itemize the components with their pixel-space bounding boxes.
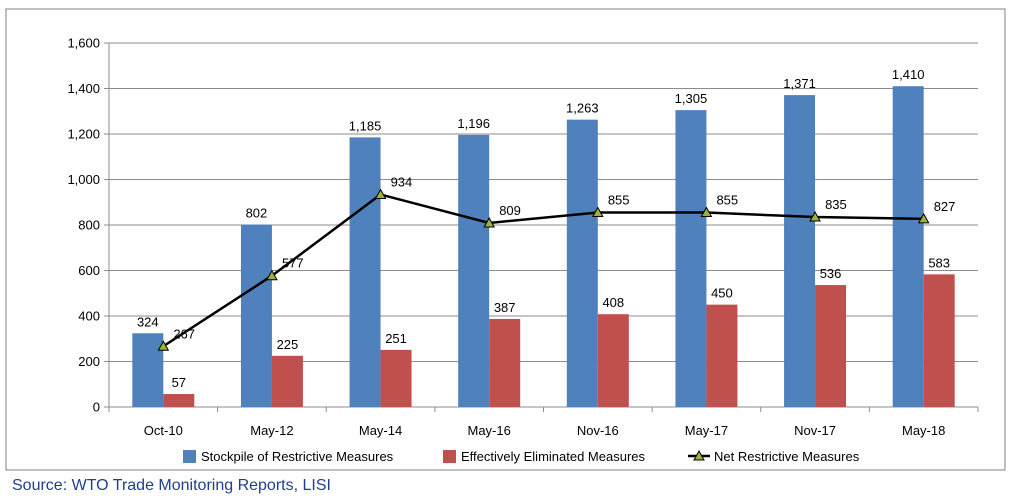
bar-eliminated xyxy=(923,274,955,407)
net-marker xyxy=(700,206,713,217)
x-tick-label: Nov-17 xyxy=(794,423,836,438)
y-tick-label: 0 xyxy=(93,400,100,415)
bar-stockpile xyxy=(566,119,598,407)
x-tick-label: Oct-10 xyxy=(144,423,183,438)
source-note: Source: WTO Trade Monitoring Reports, LI… xyxy=(12,477,331,494)
data-label-stockpile: 1,185 xyxy=(349,118,382,133)
net-marker xyxy=(374,188,387,200)
net-line-series xyxy=(157,188,930,351)
legend-stockpile-label: Stockpile of Restrictive Measures xyxy=(201,449,394,464)
legend: Stockpile of Restrictive Measures Effecti… xyxy=(183,449,860,464)
bar-eliminated xyxy=(597,314,629,407)
data-label-net: 827 xyxy=(934,199,956,214)
data-label-stockpile: 1,410 xyxy=(892,67,925,82)
data-label-net: 577 xyxy=(282,256,304,271)
data-label-stockpile: 324 xyxy=(137,314,159,329)
net-marker xyxy=(917,212,930,224)
data-label-net: 267 xyxy=(173,326,195,341)
x-tick-label: May-12 xyxy=(250,423,293,438)
bar-stockpile xyxy=(240,224,272,407)
legend-eliminated-swatch xyxy=(443,450,456,463)
y-tick-label: 1,400 xyxy=(67,81,100,96)
bar-eliminated xyxy=(271,355,303,407)
y-tick-label: 1,200 xyxy=(67,127,100,142)
bar-eliminated xyxy=(163,394,195,407)
bar-eliminated xyxy=(380,349,412,407)
y-tick-label: 200 xyxy=(78,354,100,369)
legend-net-marker xyxy=(693,449,705,461)
bar-eliminated xyxy=(489,318,521,407)
data-label-net: 809 xyxy=(499,203,521,218)
y-tick-label: 600 xyxy=(78,263,100,278)
net-marker xyxy=(809,211,821,222)
net-marker xyxy=(483,216,496,228)
data-label-eliminated: 536 xyxy=(820,266,842,281)
bar-stockpile xyxy=(675,110,707,408)
y-tick-label: 1,600 xyxy=(67,36,100,51)
data-label-stockpile: 1,196 xyxy=(457,116,490,131)
data-label-net: 855 xyxy=(608,192,630,207)
data-label-eliminated: 387 xyxy=(494,300,516,315)
bars xyxy=(132,86,955,408)
data-label-eliminated: 225 xyxy=(277,337,299,352)
net-line xyxy=(162,193,924,348)
data-label-stockpile: 1,305 xyxy=(675,91,708,106)
data-label-net: 835 xyxy=(825,197,847,212)
data-label-eliminated: 583 xyxy=(928,255,950,270)
net-marker xyxy=(591,206,604,217)
x-tick-label: May-14 xyxy=(359,423,402,438)
x-tick-label: May-17 xyxy=(685,423,728,438)
x-tick-label: Nov-16 xyxy=(577,423,619,438)
y-tick-label: 1,000 xyxy=(67,172,100,187)
x-tick-label: May-18 xyxy=(902,423,945,438)
legend-stockpile-swatch xyxy=(183,450,196,463)
bar-eliminated xyxy=(706,304,738,407)
bar-stockpile xyxy=(784,95,816,407)
y-tick-label: 800 xyxy=(78,218,100,233)
data-label-net: 934 xyxy=(391,175,413,190)
net-marker xyxy=(266,269,278,281)
data-label-stockpile: 1,371 xyxy=(783,76,816,91)
data-label-net: 855 xyxy=(716,192,738,207)
data-label-eliminated: 408 xyxy=(602,295,624,310)
bar-stockpile xyxy=(892,86,924,407)
data-label-eliminated: 57 xyxy=(172,375,186,390)
net-marker xyxy=(157,340,170,351)
data-label-eliminated: 251 xyxy=(385,331,407,346)
data-label-eliminated: 450 xyxy=(711,286,733,301)
y-tick-label: 400 xyxy=(78,309,100,324)
bar-stockpile xyxy=(349,137,381,407)
chart-svg: 0 200 400 600 800 1,000 1,200 1,400 1,600 Oct-10 M… xyxy=(5,8,1006,471)
x-tick-label: May-16 xyxy=(468,423,511,438)
bar-stockpile xyxy=(132,333,164,407)
data-label-stockpile: 1,263 xyxy=(566,101,599,116)
legend-net-label: Net Restrictive Measures xyxy=(714,449,860,464)
bar-stockpile xyxy=(458,134,490,407)
data-label-stockpile: 802 xyxy=(246,206,268,221)
legend-eliminated-label: Effectively Eliminated Measures xyxy=(461,449,646,464)
bar-eliminated xyxy=(815,285,847,407)
data-labels: 324 57 802 225 1,185 251 1,196 387 1,263 408 1,305… xyxy=(137,67,955,390)
